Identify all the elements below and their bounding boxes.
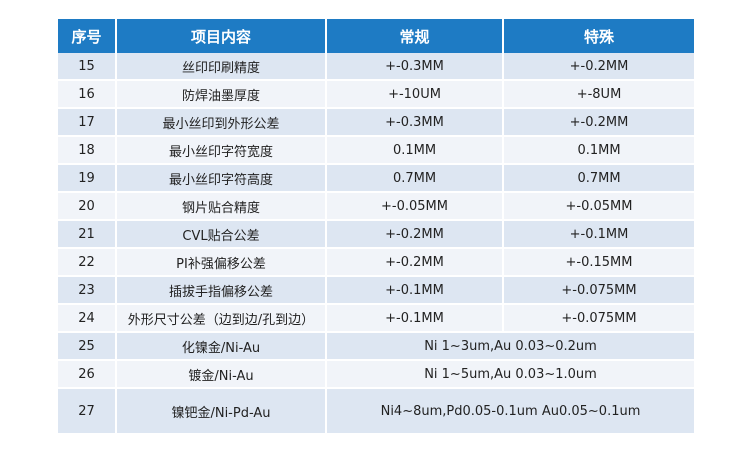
row-item: 最小丝印到外形公差 [116, 108, 327, 137]
row-normal: +-0.1MM [326, 304, 504, 333]
row-no: 17 [58, 108, 117, 137]
row-special: 0.1MM [503, 136, 694, 165]
row-no: 26 [58, 360, 117, 389]
row-no: 16 [58, 80, 117, 109]
row-item: 镍钯金/Ni-Pd-Au [116, 388, 327, 435]
row-item: 丝印印刷精度 [116, 53, 327, 81]
row-item: 外形尺寸公差（边到边/孔到边） [116, 304, 327, 333]
row-item: 化镍金/Ni-Au [116, 332, 327, 361]
header-normal: 常规 [326, 19, 504, 53]
row-item: 最小丝印字符宽度 [116, 136, 327, 165]
row-no: 27 [58, 388, 117, 435]
table-row: 16 防焊油墨厚度 +-10UM +-8UM [58, 80, 694, 109]
row-special: 0.7MM [503, 164, 694, 193]
row-normal: 0.7MM [326, 164, 504, 193]
table-row: 26 镀金/Ni-Au Ni 1~5um,Au 0.03~1.0um [58, 360, 694, 389]
table-row: 18 最小丝印字符宽度 0.1MM 0.1MM [58, 136, 694, 165]
header-no: 序号 [58, 19, 117, 53]
row-special: +-0.2MM [503, 108, 694, 137]
spec-table: 序号 项目内容 常规 特殊 15 丝印印刷精度 +-0.3MM +-0.2MM … [58, 19, 694, 435]
header-item: 项目内容 [116, 19, 327, 53]
row-merged-value: Ni 1~5um,Au 0.03~1.0um [326, 360, 694, 389]
row-merged-value: Ni 1~3um,Au 0.03~0.2um [326, 332, 694, 361]
row-special: +-0.05MM [503, 192, 694, 221]
row-normal: +-0.3MM [326, 53, 504, 81]
table-row: 23 插拔手指偏移公差 +-0.1MM +-0.075MM [58, 276, 694, 305]
row-special: +-0.1MM [503, 220, 694, 249]
row-item: 插拔手指偏移公差 [116, 276, 327, 305]
row-item: 最小丝印字符高度 [116, 164, 327, 193]
row-no: 25 [58, 332, 117, 361]
row-normal: +-0.2MM [326, 248, 504, 277]
row-special: +-8UM [503, 80, 694, 109]
header-special: 特殊 [503, 19, 694, 53]
table-row: 21 CVL贴合公差 +-0.2MM +-0.1MM [58, 220, 694, 249]
table-header-row: 序号 项目内容 常规 特殊 [58, 19, 694, 53]
row-no: 18 [58, 136, 117, 165]
row-normal: +-0.3MM [326, 108, 504, 137]
row-no: 24 [58, 304, 117, 333]
row-merged-value: Ni4~8um,Pd0.05-0.1um Au0.05~0.1um [326, 388, 694, 435]
row-item: CVL贴合公差 [116, 220, 327, 249]
table-row: 17 最小丝印到外形公差 +-0.3MM +-0.2MM [58, 108, 694, 137]
table-row: 27 镍钯金/Ni-Pd-Au Ni4~8um,Pd0.05-0.1um Au0… [58, 388, 694, 435]
table-row: 24 外形尺寸公差（边到边/孔到边） +-0.1MM +-0.075MM [58, 304, 694, 333]
row-normal: +-0.2MM [326, 220, 504, 249]
row-item: PI补强偏移公差 [116, 248, 327, 277]
table-row: 22 PI补强偏移公差 +-0.2MM +-0.15MM [58, 248, 694, 277]
row-normal: +-0.05MM [326, 192, 504, 221]
table-row: 25 化镍金/Ni-Au Ni 1~3um,Au 0.03~0.2um [58, 332, 694, 361]
table-row: 15 丝印印刷精度 +-0.3MM +-0.2MM [58, 53, 694, 81]
row-no: 22 [58, 248, 117, 277]
row-normal: 0.1MM [326, 136, 504, 165]
row-special: +-0.075MM [503, 276, 694, 305]
row-special: +-0.15MM [503, 248, 694, 277]
row-no: 15 [58, 53, 117, 81]
row-no: 19 [58, 164, 117, 193]
row-no: 23 [58, 276, 117, 305]
row-special: +-0.075MM [503, 304, 694, 333]
row-normal: +-10UM [326, 80, 504, 109]
row-no: 21 [58, 220, 117, 249]
row-special: +-0.2MM [503, 53, 694, 81]
table-row: 19 最小丝印字符高度 0.7MM 0.7MM [58, 164, 694, 193]
row-normal: +-0.1MM [326, 276, 504, 305]
row-item: 镀金/Ni-Au [116, 360, 327, 389]
row-item: 钢片贴合精度 [116, 192, 327, 221]
row-no: 20 [58, 192, 117, 221]
table-row: 20 钢片贴合精度 +-0.05MM +-0.05MM [58, 192, 694, 221]
row-item: 防焊油墨厚度 [116, 80, 327, 109]
